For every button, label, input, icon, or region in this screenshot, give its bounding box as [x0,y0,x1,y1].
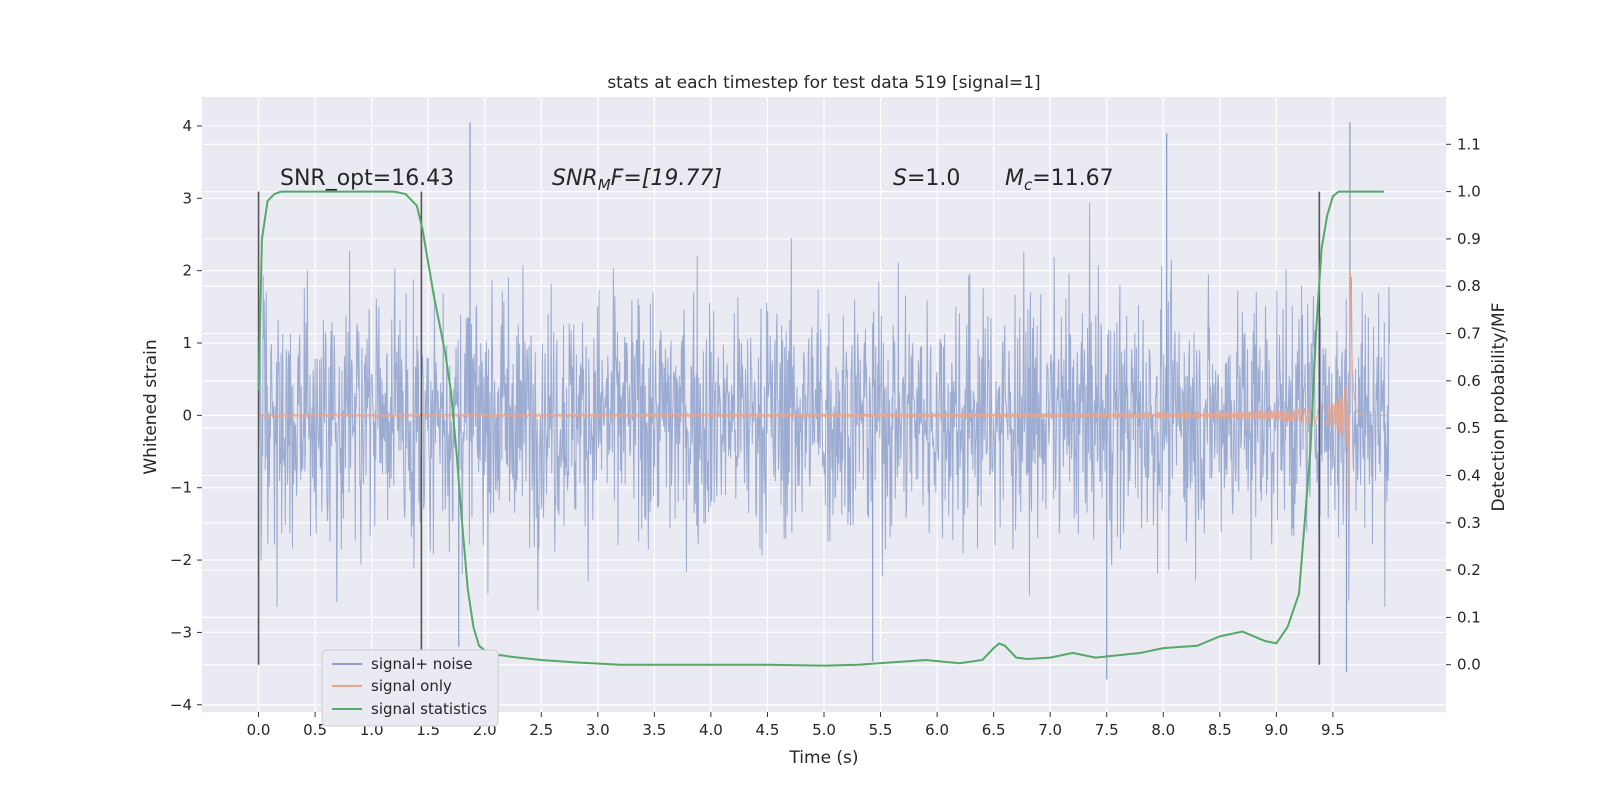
y2-tick-label: 1.1 [1457,135,1481,153]
x-tick-label: 7.0 [1038,721,1062,739]
x-tick-label: 4.0 [699,721,723,739]
x-tick-label: 8.5 [1208,721,1232,739]
x-tick-label: 9.0 [1264,721,1288,739]
annotation-s: S=1.0 [893,166,960,191]
y-axis-label: Whitened strain [141,339,161,474]
x-tick-label: 0.5 [303,721,327,739]
y2-tick-label: 0.9 [1457,230,1481,248]
x-tick-label: 3.5 [642,721,666,739]
y2-tick-label: 0.1 [1457,608,1481,626]
x-tick-label: 6.5 [982,721,1006,739]
y-tick-label: −2 [170,551,192,569]
y2-tick-label: 1.0 [1457,183,1481,201]
signal-only-series [258,270,1390,513]
y2-tick-label: 0.4 [1457,466,1481,484]
y-tick-label: 2 [182,262,192,280]
noise-series [258,122,1390,680]
signal-statistics-series [257,190,1384,667]
x-tick-label: 0.0 [247,721,271,739]
y2-tick-label: 0.7 [1457,325,1481,343]
y2-axis-label: Detection probability/MF [1489,303,1509,512]
y-tick-label: −4 [170,696,192,714]
x-tick-label: 2.5 [529,721,553,739]
y-tick-label: 3 [182,189,192,207]
axes: 0.0 0.5 1.0 1.5 2.0 2.5 3.0 3.5 4.0 4.5 5.0 5.5 6.0 6… [170,117,1481,739]
legend-box [321,649,499,727]
x-tick-label: 5.0 [812,721,836,739]
y2-tick-label: 0.3 [1457,514,1481,532]
annotation-mc: Mc=11.67 [1005,166,1114,194]
annotation-snr-mf: SNRMF=[19.77] [552,166,722,194]
legend-label-noise: signal+ noise [371,655,473,673]
y2-tick-label: 0.8 [1457,277,1481,295]
x-axis-label: Time (s) [788,748,858,768]
y2-tick-label: 0.2 [1457,561,1481,579]
x-tick-label: 9.5 [1321,721,1345,739]
y2-tick-label: 0.5 [1457,419,1481,437]
x-tick-label: 6.0 [925,721,949,739]
x-tick-label: 7.5 [1095,721,1119,739]
y-tick-label: 0 [182,406,192,424]
y2-tick-label: 0.0 [1457,656,1481,674]
noise-line [258,202,1390,611]
legend-label-statistics: signal statistics [371,700,487,718]
legend-label-signal: signal only [371,677,452,695]
signal-line [258,270,1390,513]
x-tick-label: 3.0 [586,721,610,739]
y-tick-label: −3 [170,623,192,641]
statistics-line [257,190,1384,667]
y2-tick-label: 0.6 [1457,372,1481,390]
chart-title: stats at each timestep for test data 519… [607,73,1040,93]
x-tick-label: 8.0 [1151,721,1175,739]
annotation-snr-opt: SNR_opt=16.43 [280,166,454,191]
x-tick-label: 5.5 [869,721,893,739]
legend: signal+ noise signal only signal statist… [321,649,499,727]
y-tick-label: −1 [170,479,192,497]
y-tick-label: 1 [182,334,192,352]
x-tick-label: 4.5 [756,721,780,739]
y-tick-label: 4 [182,117,192,135]
